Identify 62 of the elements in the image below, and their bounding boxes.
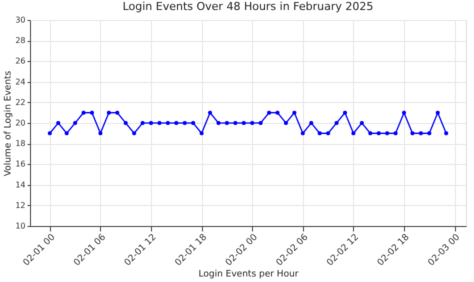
- y-tick-label: 12: [15, 200, 26, 210]
- point: [342, 110, 347, 115]
- y-tick-label: 20: [15, 118, 26, 128]
- point: [292, 110, 296, 115]
- point: [82, 110, 86, 115]
- point: [140, 121, 145, 125]
- point: [166, 121, 170, 125]
- y-tick-label: 14: [15, 180, 26, 190]
- point: [124, 121, 128, 125]
- point: [368, 131, 372, 136]
- point: [64, 131, 69, 136]
- point: [132, 131, 136, 136]
- point: [56, 121, 60, 125]
- point: [149, 121, 154, 125]
- point: [200, 131, 204, 136]
- point: [250, 121, 254, 125]
- point: [326, 131, 330, 136]
- y-tick-label: 24: [15, 77, 26, 86]
- point: [351, 131, 356, 136]
- point: [427, 131, 432, 136]
- point: [224, 121, 229, 125]
- point: [90, 110, 94, 115]
- point: [258, 121, 263, 125]
- y-tick-label: 26: [15, 56, 26, 66]
- point: [157, 121, 162, 125]
- point: [444, 131, 448, 136]
- point: [216, 121, 220, 125]
- point: [106, 110, 111, 115]
- x-axis-title: Login Events per Hour: [198, 269, 299, 280]
- point: [436, 110, 440, 115]
- point: [182, 121, 187, 125]
- point: [48, 131, 52, 136]
- y-tick-label: 22: [15, 98, 26, 107]
- y-axis-title: Volume of Login Events: [3, 70, 14, 176]
- point: [284, 121, 288, 125]
- point: [276, 110, 280, 115]
- point: [418, 131, 423, 136]
- point: [98, 131, 102, 136]
- point: [334, 121, 339, 125]
- y-tick-label: 10: [15, 222, 26, 230]
- chart-title: Login Events Over 48 Hours in February 2025: [122, 0, 374, 13]
- point: [309, 121, 314, 125]
- y-tick-label: 28: [15, 36, 26, 46]
- point: [242, 121, 246, 125]
- point: [233, 121, 238, 125]
- point: [385, 131, 390, 136]
- point: [394, 131, 398, 136]
- point: [300, 131, 305, 136]
- point: [267, 110, 272, 115]
- y-tick-label: 16: [15, 160, 26, 169]
- point: [376, 131, 381, 136]
- point: [174, 121, 178, 125]
- y-tick-label: 30: [15, 16, 26, 24]
- point: [208, 110, 212, 115]
- point: [402, 110, 406, 115]
- point: [410, 131, 414, 136]
- y-tick-label: 18: [15, 139, 26, 148]
- point: [191, 121, 196, 125]
- point: [318, 131, 322, 136]
- point: [73, 121, 78, 125]
- point: [115, 110, 120, 115]
- point: [360, 121, 364, 125]
